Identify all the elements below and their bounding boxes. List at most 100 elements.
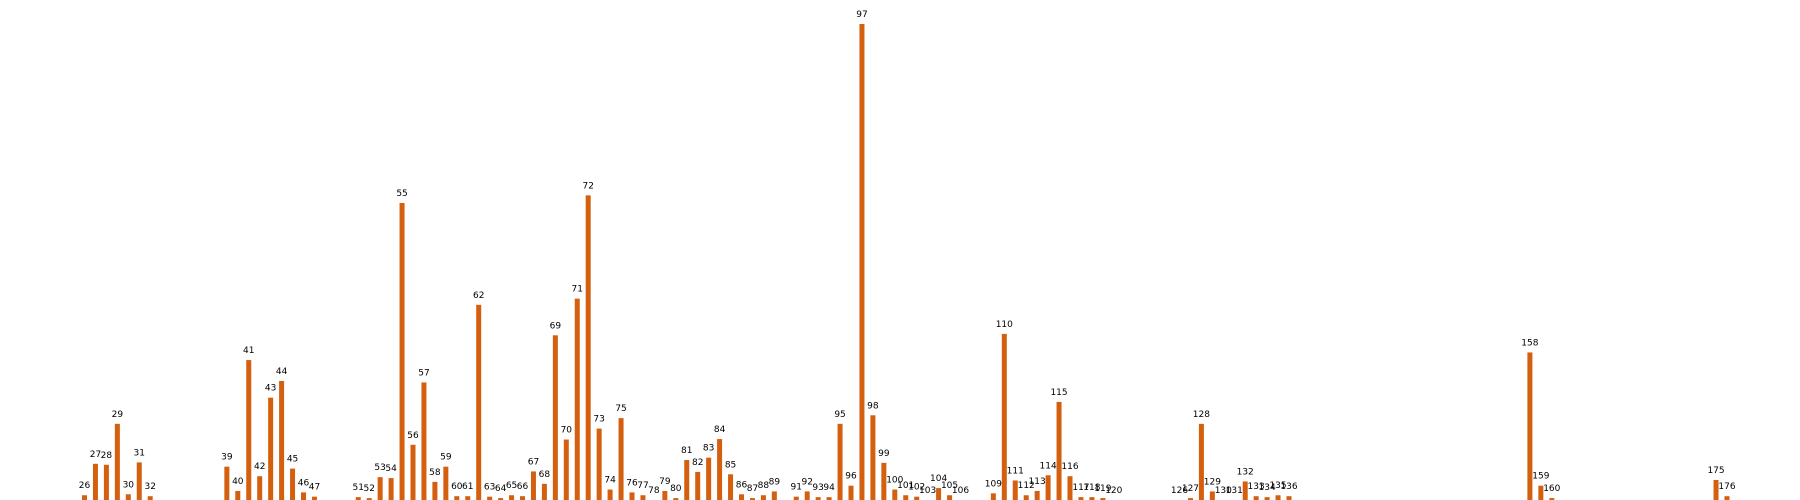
- bar-83: [706, 457, 712, 500]
- bar-label-128: 128: [1193, 410, 1210, 420]
- bar-52: [366, 498, 372, 500]
- bar-label-58: 58: [429, 468, 441, 478]
- bar-41: [246, 360, 252, 500]
- bar-label-131: 131: [1226, 486, 1243, 496]
- bar-label-176: 176: [1718, 482, 1735, 492]
- bar-73: [596, 428, 602, 500]
- bar-65: [509, 495, 515, 500]
- bar-label-133: 133: [1248, 482, 1265, 492]
- bar-label-26: 26: [79, 481, 91, 491]
- bar-82: [695, 471, 701, 500]
- bar-117: [1078, 497, 1084, 500]
- bar-112: [1023, 495, 1029, 500]
- bar-158: [1527, 352, 1533, 500]
- bar-label-51: 51: [353, 483, 364, 493]
- bar-45: [290, 468, 296, 500]
- bar-31: [136, 462, 142, 500]
- bar-label-109: 109: [985, 479, 1002, 489]
- bar-label-62: 62: [473, 291, 484, 301]
- bar-label-46: 46: [298, 478, 310, 488]
- bar-101: [903, 495, 909, 500]
- bar-label-80: 80: [670, 484, 682, 494]
- bar-label-98: 98: [867, 401, 879, 411]
- bar-label-88: 88: [758, 481, 770, 491]
- bar-98: [870, 415, 876, 500]
- bar-68: [541, 483, 547, 500]
- bar-87: [749, 498, 755, 500]
- bar-92: [804, 491, 810, 500]
- bar-label-132: 132: [1237, 467, 1254, 477]
- bar-27: [92, 463, 98, 500]
- bar-label-136: 136: [1280, 482, 1297, 492]
- bar-42: [257, 476, 263, 500]
- bar-70: [563, 439, 569, 500]
- bar-39: [224, 466, 230, 500]
- bar-114: [1045, 475, 1051, 500]
- bar-label-76: 76: [626, 478, 638, 488]
- bar-44: [279, 381, 285, 500]
- bar-95: [837, 423, 843, 500]
- bar-label-82: 82: [692, 458, 703, 468]
- bar-76: [629, 492, 635, 500]
- bar-label-32: 32: [144, 482, 155, 492]
- bar-128: [1198, 423, 1204, 500]
- bar-label-101: 101: [897, 481, 914, 491]
- bar-label-104: 104: [930, 474, 947, 484]
- bar-label-53: 53: [374, 463, 385, 473]
- bar-label-118: 118: [1083, 483, 1100, 493]
- bar-label-71: 71: [572, 285, 583, 295]
- bar-28: [103, 464, 109, 500]
- bar-label-102: 102: [908, 483, 925, 493]
- bar-label-79: 79: [659, 477, 671, 487]
- bar-79: [662, 490, 668, 500]
- bar-59: [443, 466, 449, 500]
- bar-97: [859, 24, 865, 500]
- bar-label-111: 111: [1007, 466, 1024, 476]
- bar-label-158: 158: [1521, 338, 1538, 348]
- bar-54: [388, 478, 394, 500]
- bar-62: [476, 304, 482, 500]
- bar-label-70: 70: [561, 426, 573, 436]
- bar-91: [793, 496, 799, 500]
- bar-label-41: 41: [243, 346, 254, 356]
- bar-47: [311, 496, 317, 500]
- bar-label-96: 96: [845, 472, 857, 482]
- bar-label-61: 61: [462, 482, 473, 492]
- bar-136: [1286, 496, 1292, 500]
- bar-94: [826, 497, 832, 500]
- bar-label-47: 47: [309, 483, 320, 493]
- bar-80: [673, 498, 679, 500]
- bar-label-40: 40: [232, 477, 244, 487]
- bar-60: [454, 496, 460, 500]
- bar-label-85: 85: [725, 460, 736, 470]
- bar-label-115: 115: [1050, 388, 1067, 398]
- bar-label-94: 94: [823, 483, 835, 493]
- bar-77: [640, 495, 646, 500]
- bar-label-100: 100: [886, 476, 903, 486]
- bar-75: [618, 418, 624, 500]
- bar-58: [432, 481, 438, 500]
- bar-116: [1067, 476, 1073, 500]
- bar-label-68: 68: [539, 470, 551, 480]
- bar-29: [114, 423, 120, 500]
- bar-85: [728, 474, 734, 500]
- bar-label-87: 87: [747, 484, 758, 494]
- bar-label-66: 66: [517, 482, 529, 492]
- bar-26: [82, 495, 87, 500]
- bar-label-74: 74: [604, 476, 616, 486]
- bar-label-59: 59: [440, 453, 452, 463]
- bar-55: [399, 202, 405, 500]
- bar-label-52: 52: [363, 484, 374, 494]
- bar-104: [936, 488, 942, 500]
- bar-label-72: 72: [582, 181, 593, 191]
- bar-135: [1275, 495, 1281, 500]
- bar-96: [848, 485, 854, 500]
- bar-53: [377, 477, 383, 500]
- bar-46: [301, 492, 306, 500]
- bar-84: [717, 439, 723, 500]
- bar-113: [1034, 490, 1040, 500]
- bar-51: [355, 497, 361, 500]
- bar-86: [739, 494, 744, 500]
- bar-label-67: 67: [528, 457, 539, 467]
